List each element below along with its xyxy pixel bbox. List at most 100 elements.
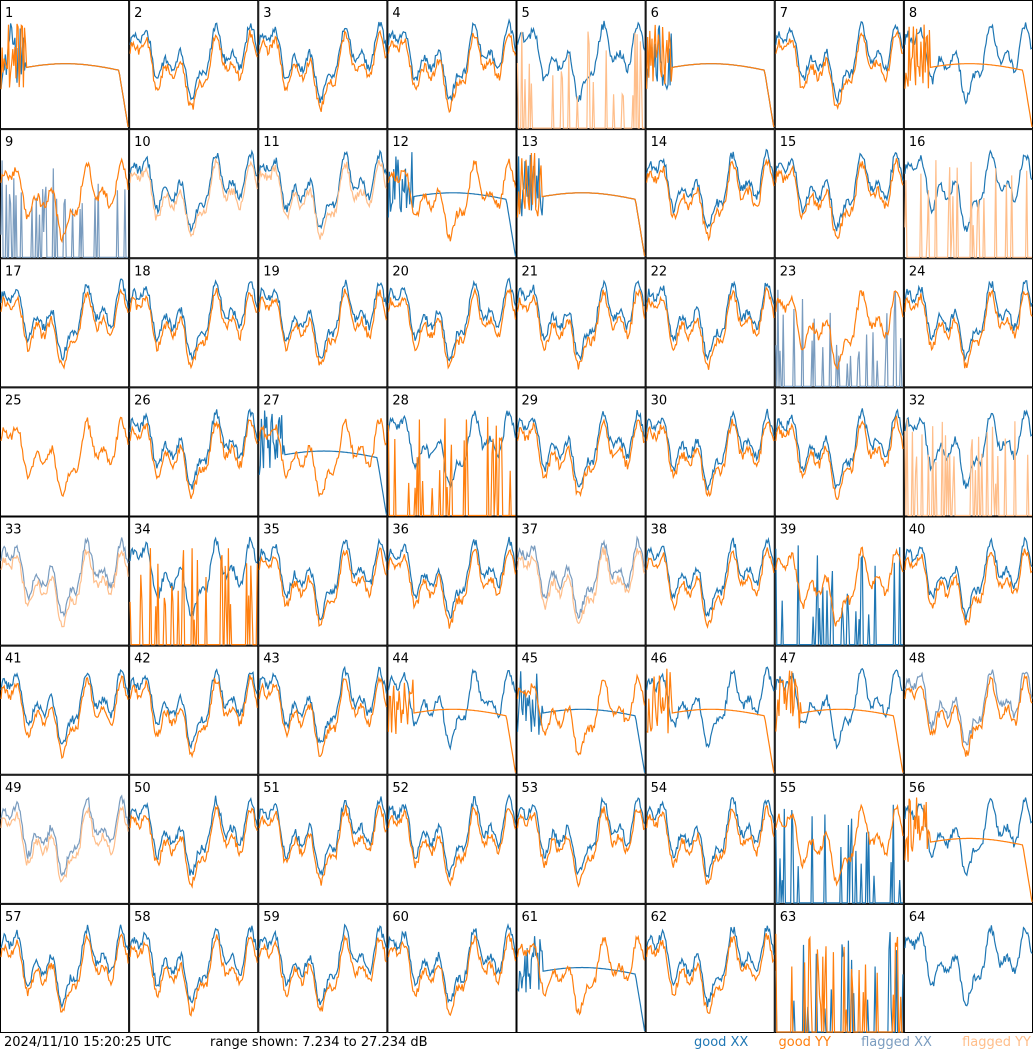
- panel-frame-54: [645, 774, 775, 904]
- yy-line-57: [0, 933, 129, 1013]
- yy-line-59: [258, 934, 387, 1012]
- legend-flagged-yy: flagged YY: [962, 1035, 1031, 1050]
- panel-10: 10: [129, 129, 259, 259]
- panel-number-61: 61: [522, 910, 539, 925]
- yy-line-2: [129, 29, 258, 110]
- yy-line-61: [516, 934, 646, 1016]
- panel-8: 8: [903, 0, 1033, 130]
- panel-number-6: 6: [651, 6, 659, 21]
- panel-number-31: 31: [780, 393, 797, 408]
- range-label: range shown: 7.234 to 27.234 dB: [210, 1035, 428, 1050]
- panel-number-28: 28: [392, 393, 409, 408]
- yy-line-37: [516, 546, 646, 625]
- panel-number-56: 56: [909, 781, 926, 796]
- legend: good XX good YY flagged XX flagged YY: [668, 1033, 1031, 1053]
- panel-number-17: 17: [5, 264, 22, 279]
- panel-number-11: 11: [263, 135, 280, 150]
- yy-line-7: [775, 30, 904, 111]
- panel-9: 9: [0, 129, 130, 259]
- panel-number-15: 15: [780, 135, 797, 150]
- yy-line-33: [0, 549, 129, 628]
- panel-20: 20: [387, 258, 517, 388]
- xx-line-55: [775, 804, 903, 904]
- panel-frame-47: [774, 645, 904, 775]
- panel-55: 55: [774, 774, 904, 904]
- timestamp-label: 2024/11/10 15:20:25 UTC: [4, 1035, 172, 1050]
- yy-line-18: [129, 287, 258, 370]
- panel-45: 45: [516, 645, 646, 775]
- panel-number-57: 57: [5, 910, 22, 925]
- panel-40: 40: [903, 516, 1033, 646]
- panel-number-51: 51: [263, 781, 280, 796]
- panel-number-60: 60: [392, 910, 409, 925]
- panel-62: 62: [645, 903, 775, 1033]
- yy-line-39: [775, 546, 904, 627]
- panel-number-45: 45: [522, 652, 539, 667]
- xx-line-16: [904, 149, 1033, 232]
- panel-42: 42: [129, 645, 259, 775]
- xx-line-10: [129, 149, 258, 233]
- panel-number-16: 16: [909, 135, 926, 150]
- panel-2: 2: [129, 0, 259, 130]
- yy-line-16: [904, 160, 1032, 258]
- panel-number-38: 38: [651, 523, 668, 538]
- panel-number-63: 63: [780, 910, 797, 925]
- yy-line-47: [775, 670, 904, 773]
- yy-line-46: [646, 668, 775, 773]
- xx-line-3: [258, 21, 387, 104]
- xx-line-18: [129, 279, 258, 361]
- xx-line-26: [129, 408, 258, 490]
- panel-number-13: 13: [522, 135, 539, 150]
- panel-47: 47: [774, 645, 904, 775]
- panel-54: 54: [645, 774, 775, 904]
- panel-51: 51: [258, 774, 388, 904]
- yy-line-10: [129, 157, 258, 238]
- yy-line-28: [387, 416, 516, 517]
- panel-frame-41: [0, 645, 130, 775]
- panel-41: 41: [0, 645, 130, 775]
- panel-number-25: 25: [5, 393, 22, 408]
- yy-line-5: [516, 31, 645, 129]
- xx-line-43: [258, 665, 387, 744]
- panel-4: 4: [387, 0, 517, 130]
- xx-line-36: [387, 536, 517, 620]
- legend-good-yy: good YY: [778, 1035, 831, 1050]
- panel-number-52: 52: [392, 781, 409, 796]
- panel-number-50: 50: [134, 781, 151, 796]
- panel-number-54: 54: [651, 781, 668, 796]
- yy-line-43: [258, 676, 387, 758]
- panel-3: 3: [258, 0, 388, 130]
- panel-frame-7: [774, 0, 904, 130]
- panel-48: 48: [903, 645, 1033, 775]
- panel-46: 46: [645, 645, 775, 775]
- panel-number-35: 35: [263, 523, 280, 538]
- xx-line-37: [516, 535, 646, 620]
- yy-line-36: [387, 548, 517, 629]
- panel-number-3: 3: [263, 6, 271, 21]
- yy-line-4: [387, 32, 517, 114]
- panel-number-9: 9: [5, 135, 13, 150]
- yy-line-21: [516, 288, 646, 370]
- panel-number-64: 64: [909, 910, 926, 925]
- panel-number-12: 12: [392, 135, 409, 150]
- panel-21: 21: [516, 258, 646, 388]
- yy-line-25: [0, 416, 129, 498]
- xx-line-60: [387, 923, 517, 1004]
- yy-line-48: [904, 674, 1033, 757]
- xx-line-30: [646, 408, 775, 491]
- panel-60: 60: [387, 903, 517, 1033]
- panel-64: 64: [903, 903, 1033, 1033]
- panel-number-4: 4: [392, 6, 400, 21]
- panel-5: 5: [516, 0, 646, 130]
- panel-frame-27: [258, 387, 388, 517]
- panel-36: 36: [387, 516, 517, 646]
- yy-line-58: [129, 934, 258, 1017]
- xx-line-14: [646, 148, 775, 230]
- panel-number-48: 48: [909, 652, 926, 667]
- panel-61: 61: [516, 903, 646, 1033]
- panel-frame-64: [903, 903, 1033, 1033]
- yy-line-60: [387, 932, 517, 1017]
- panel-number-23: 23: [780, 264, 797, 279]
- panel-number-47: 47: [780, 652, 797, 667]
